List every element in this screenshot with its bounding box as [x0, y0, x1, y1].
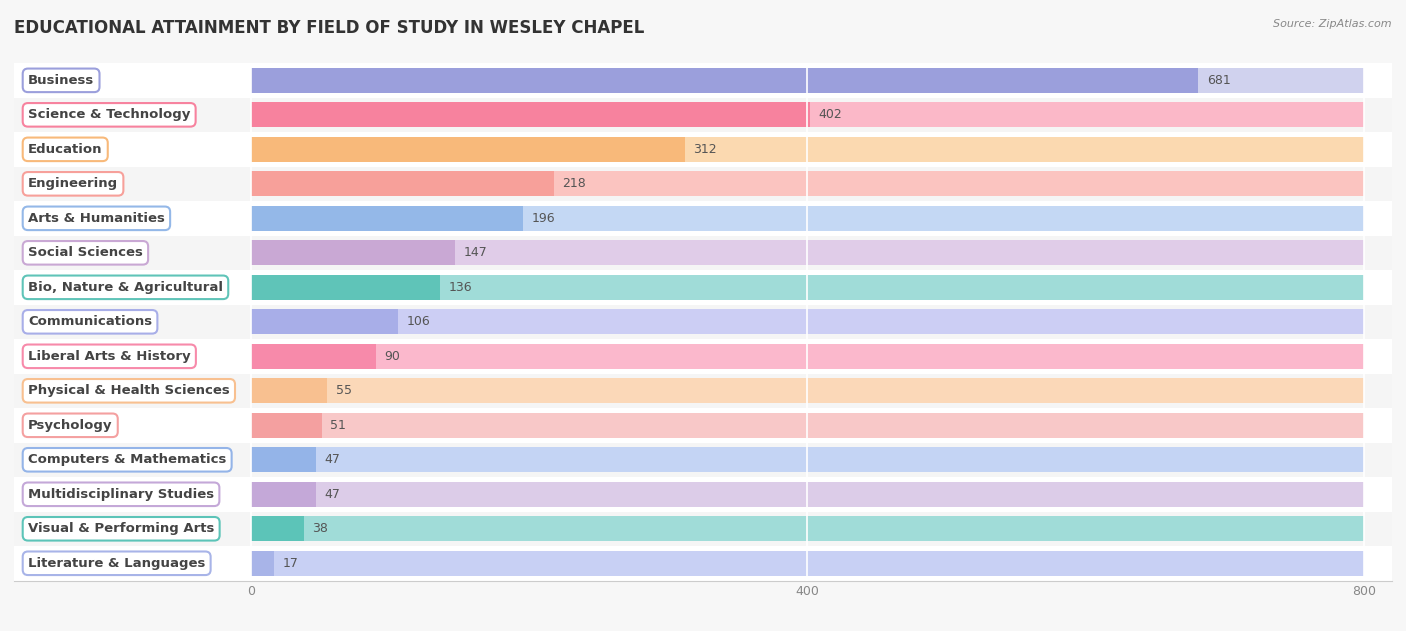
Bar: [250, 413, 1364, 438]
Bar: [14, 512, 1392, 546]
Bar: [250, 379, 1364, 403]
Bar: [14, 270, 1392, 305]
Text: 51: 51: [330, 419, 346, 432]
Text: Bio, Nature & Agricultural: Bio, Nature & Agricultural: [28, 281, 224, 294]
Bar: [250, 344, 375, 369]
Text: Literature & Languages: Literature & Languages: [28, 557, 205, 570]
Text: Source: ZipAtlas.com: Source: ZipAtlas.com: [1274, 19, 1392, 29]
Bar: [250, 379, 328, 403]
Bar: [250, 102, 810, 127]
Bar: [250, 413, 322, 438]
Bar: [14, 201, 1392, 235]
Bar: [250, 137, 685, 162]
Text: Social Sciences: Social Sciences: [28, 246, 143, 259]
Bar: [250, 68, 1364, 93]
Bar: [14, 374, 1392, 408]
Text: Computers & Mathematics: Computers & Mathematics: [28, 453, 226, 466]
Bar: [250, 102, 1364, 127]
Bar: [250, 482, 1364, 507]
Bar: [14, 477, 1392, 512]
Text: 106: 106: [406, 316, 430, 328]
Bar: [250, 68, 1198, 93]
Bar: [250, 275, 1364, 300]
Bar: [250, 516, 1364, 541]
Bar: [250, 309, 1364, 334]
Bar: [250, 137, 1364, 162]
Text: Engineering: Engineering: [28, 177, 118, 191]
Text: EDUCATIONAL ATTAINMENT BY FIELD OF STUDY IN WESLEY CHAPEL: EDUCATIONAL ATTAINMENT BY FIELD OF STUDY…: [14, 19, 644, 37]
Bar: [250, 206, 523, 231]
Bar: [250, 240, 456, 265]
Text: 47: 47: [325, 488, 340, 501]
Text: 136: 136: [449, 281, 472, 294]
Text: 90: 90: [384, 350, 401, 363]
Text: Business: Business: [28, 74, 94, 87]
Bar: [14, 63, 1392, 98]
Bar: [250, 275, 440, 300]
Bar: [14, 442, 1392, 477]
Bar: [250, 551, 1364, 575]
Text: 402: 402: [818, 109, 842, 121]
Bar: [250, 551, 274, 575]
Bar: [250, 447, 1364, 472]
Text: Education: Education: [28, 143, 103, 156]
Bar: [250, 482, 316, 507]
Bar: [250, 516, 304, 541]
Bar: [14, 235, 1392, 270]
Bar: [14, 305, 1392, 339]
Text: 47: 47: [325, 453, 340, 466]
Text: Liberal Arts & History: Liberal Arts & History: [28, 350, 191, 363]
Bar: [14, 98, 1392, 132]
Bar: [14, 339, 1392, 374]
Text: 38: 38: [312, 522, 328, 535]
Text: 312: 312: [693, 143, 717, 156]
Bar: [14, 132, 1392, 167]
Text: Multidisciplinary Studies: Multidisciplinary Studies: [28, 488, 214, 501]
Text: Science & Technology: Science & Technology: [28, 109, 190, 121]
Bar: [250, 344, 1364, 369]
Text: 681: 681: [1206, 74, 1230, 87]
Bar: [250, 309, 398, 334]
Bar: [250, 172, 1364, 196]
Bar: [250, 206, 1364, 231]
Bar: [14, 546, 1392, 581]
Bar: [250, 172, 554, 196]
Text: 17: 17: [283, 557, 298, 570]
Bar: [14, 408, 1392, 442]
Bar: [250, 447, 316, 472]
Bar: [250, 240, 1364, 265]
Text: Communications: Communications: [28, 316, 152, 328]
Text: 218: 218: [562, 177, 586, 191]
Text: Physical & Health Sciences: Physical & Health Sciences: [28, 384, 229, 398]
Text: Psychology: Psychology: [28, 419, 112, 432]
Text: Visual & Performing Arts: Visual & Performing Arts: [28, 522, 214, 535]
Text: 196: 196: [531, 212, 555, 225]
Text: 147: 147: [464, 246, 488, 259]
Bar: [14, 167, 1392, 201]
Text: Arts & Humanities: Arts & Humanities: [28, 212, 165, 225]
Text: 55: 55: [336, 384, 352, 398]
